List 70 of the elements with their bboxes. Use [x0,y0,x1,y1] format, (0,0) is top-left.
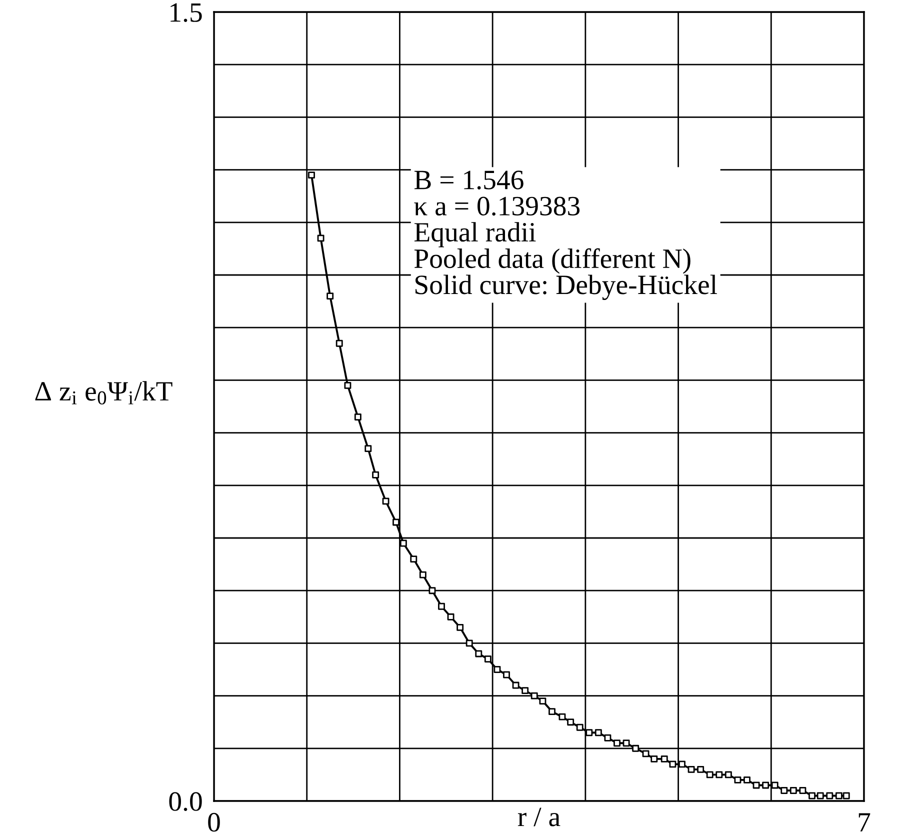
point [716,771,723,778]
point [604,734,612,742]
point [771,782,778,789]
point [790,787,797,794]
point [512,682,520,689]
point [762,782,770,789]
point [410,556,418,563]
x-tick-label: 7 [858,813,870,832]
point [586,729,593,736]
point [326,292,334,300]
point [594,729,602,736]
point [494,666,501,673]
annotation: κ a = 0.139383 [414,196,580,216]
y-axis-title: Δ z$_{i}$ e$_{0}$Ψ$_{i}$/kT [35,381,172,404]
point [688,766,695,773]
point [392,518,400,526]
point [826,792,834,800]
point [816,792,824,800]
point [456,624,464,631]
point [475,650,482,658]
point [364,445,372,452]
point [835,792,842,800]
point [678,760,686,768]
point [447,613,454,620]
point [724,771,732,778]
point [660,755,668,762]
point [548,708,556,716]
point [522,687,529,694]
point [317,234,324,242]
x-tick-label: 0 [208,812,220,832]
point [752,782,760,789]
point [484,656,492,662]
point [614,740,620,747]
point [503,671,510,678]
point [539,698,546,705]
annotation: B = 1.546 [414,170,524,190]
point [734,776,742,784]
point [744,776,750,784]
point [842,792,850,800]
annotation: Equal radii [414,222,536,248]
point [706,771,714,778]
point [419,571,426,578]
point [576,724,584,731]
x-axis-title: r / a [518,808,560,826]
point [799,787,806,794]
point [308,172,315,179]
point [567,718,574,726]
y-tick-label: 1.5 [170,3,202,22]
point [466,640,473,647]
point [428,587,436,594]
point [336,340,343,347]
point [382,498,390,505]
annotation: Pooled data (different N) [414,248,690,274]
point [558,713,566,720]
point [650,755,658,762]
point [372,471,380,478]
point [622,740,630,747]
point [354,414,362,420]
point [632,744,640,752]
point [530,692,538,700]
point [669,760,676,768]
point [780,787,788,794]
y-tick-label: 0.0 [169,792,202,812]
annotation: Solid curve: Debye-Hückel [416,274,717,300]
point [642,750,650,758]
point [400,540,407,547]
point [808,792,816,800]
point [438,602,445,610]
point [344,382,352,389]
point [697,766,704,773]
